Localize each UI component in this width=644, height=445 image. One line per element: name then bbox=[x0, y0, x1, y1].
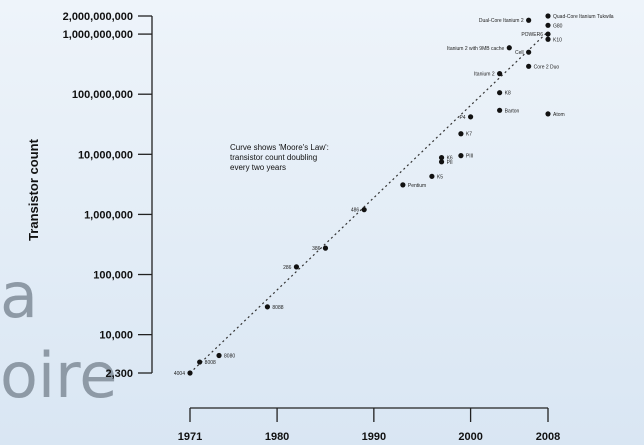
data-point bbox=[545, 31, 551, 37]
data-point bbox=[216, 352, 222, 359]
data-point-label: K7 bbox=[466, 132, 472, 138]
x-tick-label: 1980 bbox=[265, 431, 289, 443]
data-point bbox=[458, 153, 464, 159]
y-tick-label: 2,000,000,000 bbox=[63, 11, 133, 23]
y-axis-label: Transistor count bbox=[26, 138, 41, 241]
x-tick-label: 2000 bbox=[458, 431, 482, 443]
data-point bbox=[187, 370, 193, 376]
x-tick-label: 1971 bbox=[178, 431, 202, 443]
data-point-label: Atom bbox=[553, 112, 565, 118]
data-point-label: Itanium 2 bbox=[474, 72, 495, 78]
annotation-line: every two years bbox=[230, 163, 286, 172]
data-point bbox=[438, 159, 445, 165]
data-point bbox=[197, 359, 203, 365]
data-point-label: 8088 bbox=[272, 305, 283, 311]
data-point bbox=[506, 45, 512, 51]
background-slide-text-1: a bbox=[0, 259, 38, 332]
data-point-label: PII bbox=[447, 160, 453, 166]
y-tick-label: 1,000,000,000 bbox=[63, 29, 133, 41]
annotation-line: transistor count doubling bbox=[230, 153, 317, 162]
data-point-label: PIII bbox=[466, 154, 474, 160]
background-slide-text-2: oire bbox=[0, 339, 118, 412]
data-point-label: Dual-Core Itanium 2 bbox=[479, 18, 524, 24]
data-point bbox=[497, 71, 503, 77]
moores-law-trend-line bbox=[189, 31, 549, 374]
data-point-label: 486 bbox=[351, 208, 360, 214]
data-point bbox=[545, 36, 551, 42]
data-point bbox=[458, 131, 464, 137]
data-point-label: Cell bbox=[515, 50, 524, 56]
data-point bbox=[264, 304, 271, 310]
data-point-label: 386 bbox=[312, 246, 321, 252]
x-tick-label: 2008 bbox=[536, 431, 560, 443]
data-point bbox=[467, 114, 474, 120]
x-tick-label: 1990 bbox=[362, 431, 386, 443]
data-point-label: G80 bbox=[553, 23, 563, 29]
trend-layer bbox=[189, 31, 549, 374]
data-point-label: K8 bbox=[505, 91, 511, 97]
y-tick-label: 1,000,000 bbox=[84, 209, 133, 221]
data-point-label: Itanium 2 with 9MB cache bbox=[447, 46, 504, 52]
data-point bbox=[293, 264, 300, 270]
y-tick-label: 100,000 bbox=[93, 270, 133, 282]
data-point bbox=[497, 90, 503, 96]
data-point-label: K5 bbox=[437, 174, 443, 180]
data-point bbox=[545, 13, 551, 19]
data-point bbox=[400, 182, 406, 188]
data-point bbox=[497, 107, 503, 113]
data-point-label: Quad-Core Itanium Tukwila bbox=[553, 14, 614, 20]
data-point bbox=[322, 245, 329, 251]
data-point-label: 4004 bbox=[174, 371, 185, 377]
y-tick-label: 10,000,000 bbox=[78, 149, 133, 161]
data-point-label: Barton bbox=[505, 108, 520, 114]
chart-axes: 2,000,000,000 1,000,000,000 100,000,000 10,… bbox=[63, 11, 561, 443]
data-point bbox=[438, 155, 445, 161]
data-point-label: Core 2 Duo bbox=[534, 64, 560, 70]
annotation-line: Curve shows 'Moore's Law': bbox=[230, 143, 329, 152]
y-tick-label: 10,000 bbox=[99, 330, 133, 342]
data-point bbox=[361, 207, 367, 213]
data-point-label: 286 bbox=[283, 265, 292, 271]
moores-law-annotation: Curve shows 'Moore's Law':transistor cou… bbox=[230, 143, 329, 172]
y-tick-label: 100,000,000 bbox=[72, 89, 133, 101]
data-point bbox=[429, 173, 435, 179]
data-point bbox=[545, 111, 551, 117]
data-point bbox=[545, 22, 551, 28]
data-point bbox=[526, 63, 532, 69]
data-point-label: POWER6 bbox=[521, 32, 543, 38]
data-point-label: P4 bbox=[459, 115, 465, 121]
data-point bbox=[526, 49, 532, 55]
data-point-label: 8008 bbox=[205, 360, 216, 366]
data-point bbox=[526, 17, 532, 23]
data-point-label: K10 bbox=[553, 37, 562, 43]
data-point-label: Pentium bbox=[408, 183, 426, 189]
data-point-label: 8080 bbox=[224, 353, 235, 359]
data-point-label: K6 bbox=[447, 156, 453, 162]
y-tick-label: 2,300 bbox=[105, 368, 133, 380]
